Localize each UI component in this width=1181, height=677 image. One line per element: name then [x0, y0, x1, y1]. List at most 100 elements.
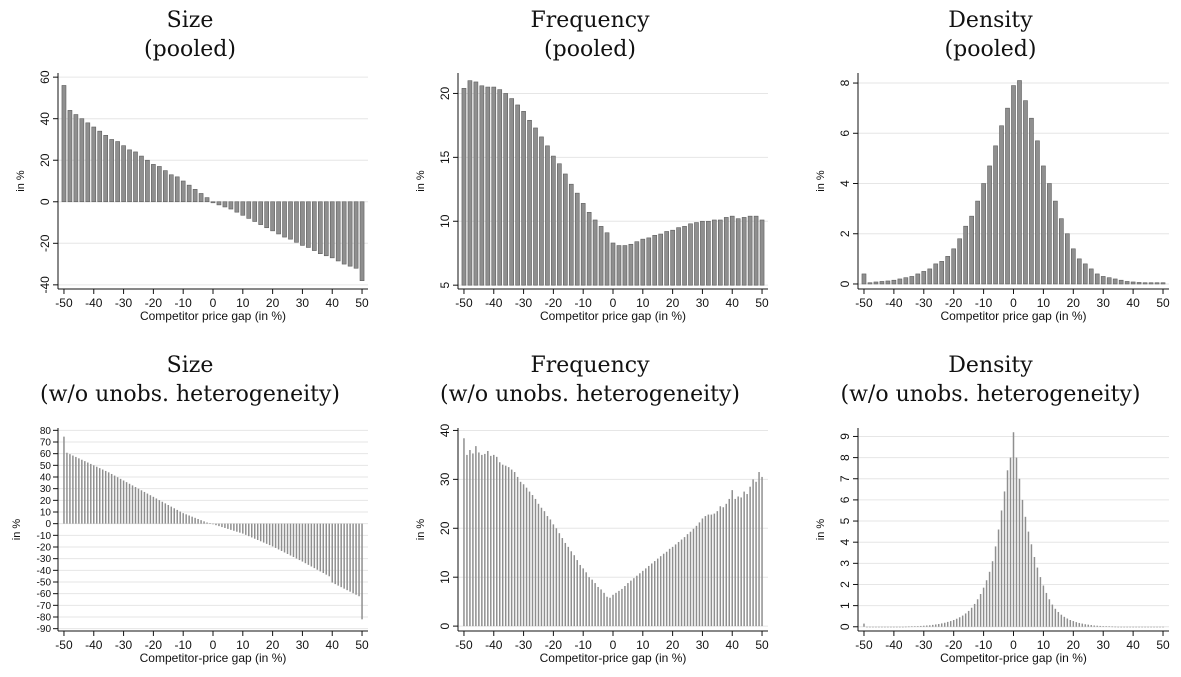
- bar: [1160, 282, 1166, 285]
- bar: [594, 583, 596, 627]
- chart-plot: 0 2 4 6 8 -50 -40 -30 -20 -10 0 10 20 30 40 50 Competito…: [815, 73, 1170, 323]
- bar: [162, 170, 168, 203]
- x-tick-label: -20: [945, 296, 963, 310]
- bar: [1117, 626, 1119, 628]
- bar-series: [461, 80, 765, 286]
- bar: [543, 511, 546, 627]
- bar: [674, 544, 677, 627]
- bar: [612, 594, 614, 627]
- bar: [987, 165, 992, 285]
- bar: [634, 241, 640, 286]
- y-axis-title: in %: [815, 170, 827, 192]
- y-tick-label: 1: [838, 602, 852, 609]
- bar: [498, 462, 501, 627]
- bar: [485, 86, 491, 286]
- bar: [1120, 626, 1122, 628]
- bar: [943, 622, 946, 627]
- x-axis-title: Competitor-price gap (in %): [140, 651, 287, 665]
- bar: [562, 173, 568, 286]
- y-tick-label: 6: [838, 130, 852, 137]
- x-tick-label: 0: [210, 296, 217, 310]
- y-tick-label: 20: [438, 86, 452, 100]
- x-tick-label: 30: [696, 638, 710, 652]
- bar: [899, 626, 901, 628]
- bar: [1066, 618, 1069, 627]
- bar: [240, 201, 246, 216]
- y-tick-label: 4: [838, 180, 852, 187]
- bar: [265, 523, 268, 544]
- bar: [694, 222, 699, 286]
- bar: [134, 487, 137, 524]
- y-tick-label: 40: [40, 473, 52, 484]
- bar: [639, 573, 641, 627]
- chart-subtitle: (pooled): [144, 37, 236, 62]
- y-tick-label: 20: [438, 521, 452, 535]
- bar: [510, 469, 513, 627]
- bar: [926, 625, 928, 627]
- y-axis-ticks: 80706050403020100-10-20-30-40-50-60-70-8…: [37, 426, 58, 635]
- bar: [1029, 117, 1034, 285]
- x-axis-title: Competitor price gap (in %): [540, 309, 686, 323]
- x-tick-label: 20: [666, 296, 680, 310]
- bar: [516, 476, 519, 627]
- chart-subtitle: (w/o unobs. heterogeneity): [440, 382, 740, 407]
- bar: [713, 513, 716, 627]
- bar: [534, 498, 537, 627]
- bar: [891, 279, 897, 285]
- bar: [540, 507, 543, 627]
- bar: [884, 626, 886, 628]
- x-tick-label: -20: [545, 296, 563, 310]
- bar: [242, 523, 244, 534]
- y-tick-label: -30: [37, 554, 52, 565]
- bar: [957, 238, 962, 285]
- bar: [863, 623, 865, 627]
- bar: [606, 596, 608, 627]
- bar: [473, 81, 479, 286]
- bar: [1142, 282, 1148, 285]
- bar: [873, 281, 879, 285]
- bar: [224, 523, 226, 528]
- bar: [642, 570, 644, 627]
- bar: [300, 201, 305, 246]
- bar: [145, 159, 150, 203]
- x-tick-label: -50: [455, 638, 473, 652]
- bar: [204, 197, 210, 203]
- bar: [234, 201, 240, 213]
- panel-density-unobs: Density (w/o unobs. heterogeneity) 0 1 2 3 4…: [800, 345, 1181, 677]
- y-tick-label: 2: [838, 230, 852, 237]
- bar: [927, 268, 933, 285]
- bar: [1154, 282, 1160, 285]
- x-tick-label: -40: [85, 638, 103, 652]
- bar: [1114, 626, 1116, 628]
- panel-size-unobs: Size (w/o unobs. heterogeneity) 80 70 60 50…: [0, 345, 380, 677]
- bar: [216, 201, 222, 206]
- bar: [164, 503, 167, 524]
- bar: [740, 497, 742, 627]
- bar: [109, 139, 114, 203]
- x-tick-label: -10: [575, 296, 593, 310]
- bar: [976, 599, 979, 627]
- bar: [1106, 277, 1112, 285]
- x-tick-label: -30: [915, 638, 933, 652]
- y-tick-label: -50: [37, 578, 52, 589]
- bar: [973, 603, 976, 627]
- bar: [487, 450, 489, 627]
- bar: [731, 490, 733, 627]
- bar: [1156, 626, 1158, 628]
- bar: [1126, 626, 1128, 628]
- bar: [155, 498, 158, 524]
- bar: [307, 523, 310, 565]
- x-tick-label: 0: [1010, 296, 1017, 310]
- bar: [107, 472, 110, 524]
- bar: [1059, 218, 1064, 285]
- bar: [301, 523, 304, 562]
- bar: [668, 548, 671, 627]
- bar: [174, 176, 180, 203]
- y-tick-label: 5: [438, 282, 452, 289]
- bar: [610, 242, 616, 286]
- y-axis-title: in %: [815, 519, 827, 541]
- bar: [479, 85, 485, 286]
- bar: [945, 256, 951, 285]
- bar: [1123, 626, 1125, 628]
- bar: [712, 219, 717, 286]
